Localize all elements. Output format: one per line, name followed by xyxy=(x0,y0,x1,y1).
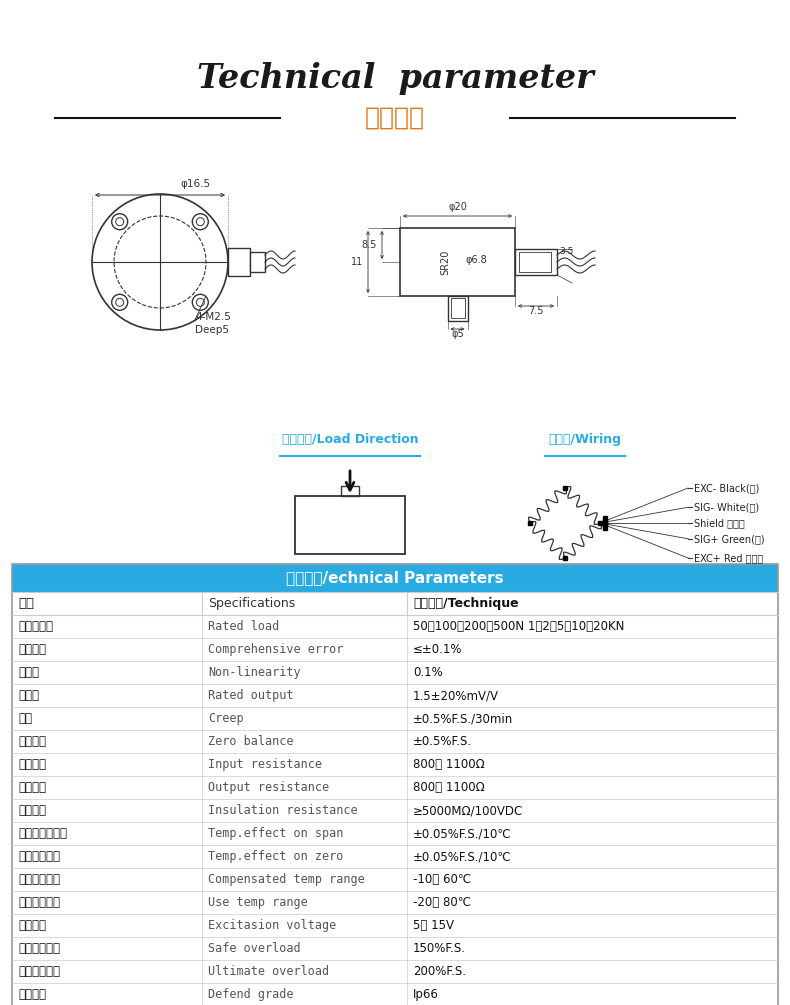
Text: 1.5±20%mV/V: 1.5±20%mV/V xyxy=(413,689,499,702)
Text: φ16.5: φ16.5 xyxy=(180,179,210,189)
Text: ±0.05%F.S./10℃: ±0.05%F.S./10℃ xyxy=(413,850,512,863)
Bar xyxy=(12,564,778,1005)
Text: -20｀ 80℃: -20｀ 80℃ xyxy=(413,896,471,909)
Text: -10｀ 60℃: -10｀ 60℃ xyxy=(413,873,471,886)
Text: ±0.5%F.S./30min: ±0.5%F.S./30min xyxy=(413,712,514,725)
Bar xyxy=(12,564,778,592)
Text: Deep5: Deep5 xyxy=(195,325,229,335)
Text: SR20: SR20 xyxy=(441,249,450,274)
Text: 灵敏度温度影响: 灵敏度温度影响 xyxy=(18,827,67,840)
Text: ±0.5%F.S.: ±0.5%F.S. xyxy=(413,735,472,748)
Text: 使用温度范围: 使用温度范围 xyxy=(18,896,60,909)
Text: SIG- White(白): SIG- White(白) xyxy=(694,502,759,513)
Text: 800｀ 1100Ω: 800｀ 1100Ω xyxy=(413,758,485,771)
Text: 非线性: 非线性 xyxy=(18,666,39,679)
Text: 传感器量程: 传感器量程 xyxy=(18,620,53,633)
Text: Non-linearity: Non-linearity xyxy=(208,666,301,679)
Bar xyxy=(228,248,250,276)
Text: Insulation resistance: Insulation resistance xyxy=(208,804,358,817)
Text: Comprehensive error: Comprehensive error xyxy=(208,643,344,656)
Text: 安全过载范围: 安全过载范围 xyxy=(18,942,60,955)
Text: 50，100，200，500N 1，2，5，10，20KN: 50，100，200，500N 1，2，5，10，20KN xyxy=(413,620,624,633)
Text: Safe overload: Safe overload xyxy=(208,942,301,955)
Text: 绝缘电阵: 绝缘电阵 xyxy=(18,804,46,817)
Text: 输入阵抗: 输入阵抗 xyxy=(18,758,46,771)
Text: 零点温度影响: 零点温度影响 xyxy=(18,850,60,863)
Text: Compensated temp range: Compensated temp range xyxy=(208,873,365,886)
Text: 综合误差: 综合误差 xyxy=(18,643,46,656)
Text: 极限过载范围: 极限过载范围 xyxy=(18,965,60,978)
Text: Zero balance: Zero balance xyxy=(208,735,294,748)
Text: 技术参数: 技术参数 xyxy=(365,106,425,130)
Text: Defend grade: Defend grade xyxy=(208,988,294,1001)
Bar xyxy=(447,296,468,321)
Bar xyxy=(12,592,778,615)
Text: EXC+ Red （红）: EXC+ Red （红） xyxy=(694,553,763,563)
Text: Excitasion voltage: Excitasion voltage xyxy=(208,919,337,932)
Text: 接线图/Wiring: 接线图/Wiring xyxy=(548,433,622,446)
Text: EXC- Black(黑): EXC- Black(黑) xyxy=(694,483,759,493)
Text: 防护等级: 防护等级 xyxy=(18,988,46,1001)
Text: 150%F.S.: 150%F.S. xyxy=(413,942,466,955)
Text: ≥5000MΩ/100VDC: ≥5000MΩ/100VDC xyxy=(413,804,523,817)
Text: Ip66: Ip66 xyxy=(413,988,439,1001)
Bar xyxy=(295,496,405,554)
Text: 0.1%: 0.1% xyxy=(413,666,442,679)
Text: 参数: 参数 xyxy=(18,597,34,610)
Text: Output resistance: Output resistance xyxy=(208,781,329,794)
Text: 灵敏度: 灵敏度 xyxy=(18,689,39,702)
Text: 800｀ 1100Ω: 800｀ 1100Ω xyxy=(413,781,485,794)
Text: ±0.05%F.S./10℃: ±0.05%F.S./10℃ xyxy=(413,827,512,840)
Bar xyxy=(400,228,515,296)
Bar xyxy=(519,252,551,272)
Text: 11: 11 xyxy=(351,257,363,267)
Text: 技术参数/echnical Parameters: 技术参数/echnical Parameters xyxy=(286,571,504,586)
Text: Temp.effect on span: Temp.effect on span xyxy=(208,827,344,840)
Bar xyxy=(515,249,557,275)
Text: Ultimate overload: Ultimate overload xyxy=(208,965,329,978)
Text: 输出阵抗: 输出阵抗 xyxy=(18,781,46,794)
Text: Use temp range: Use temp range xyxy=(208,896,308,909)
Text: 零点输出: 零点输出 xyxy=(18,735,46,748)
Text: Shield 屏蔽线: Shield 屏蔽线 xyxy=(694,518,745,528)
Text: Temp.effect on zero: Temp.effect on zero xyxy=(208,850,344,863)
Bar xyxy=(450,298,465,318)
Text: 200%F.S.: 200%F.S. xyxy=(413,965,466,978)
Text: 5｀ 15V: 5｀ 15V xyxy=(413,919,454,932)
Text: ≤±0.1%: ≤±0.1% xyxy=(413,643,462,656)
Text: 蚌变: 蚌变 xyxy=(18,712,32,725)
Text: 技术指标/Technique: 技术指标/Technique xyxy=(413,597,518,610)
Text: 7.5: 7.5 xyxy=(529,306,544,316)
Text: φ20: φ20 xyxy=(448,202,467,212)
Text: 4-M2.5: 4-M2.5 xyxy=(195,312,231,322)
Text: φ6.8: φ6.8 xyxy=(465,255,487,265)
Text: SIG+ Green(纺): SIG+ Green(纺) xyxy=(694,534,765,544)
Text: Input resistance: Input resistance xyxy=(208,758,322,771)
Text: Creep: Creep xyxy=(208,712,243,725)
Text: 激励电压: 激励电压 xyxy=(18,919,46,932)
Text: 8.5: 8.5 xyxy=(362,240,377,250)
Text: Rated output: Rated output xyxy=(208,689,294,702)
Text: Technical  parameter: Technical parameter xyxy=(197,61,593,94)
Text: Rated load: Rated load xyxy=(208,620,279,633)
Text: 受力方式/Load Direction: 受力方式/Load Direction xyxy=(282,433,419,446)
Text: Specifications: Specifications xyxy=(208,597,295,610)
Bar xyxy=(250,252,265,272)
Bar xyxy=(341,486,359,496)
Text: 3.5: 3.5 xyxy=(559,247,574,256)
Text: 温度补偿范围: 温度补偿范围 xyxy=(18,873,60,886)
Text: φ5: φ5 xyxy=(451,329,464,339)
